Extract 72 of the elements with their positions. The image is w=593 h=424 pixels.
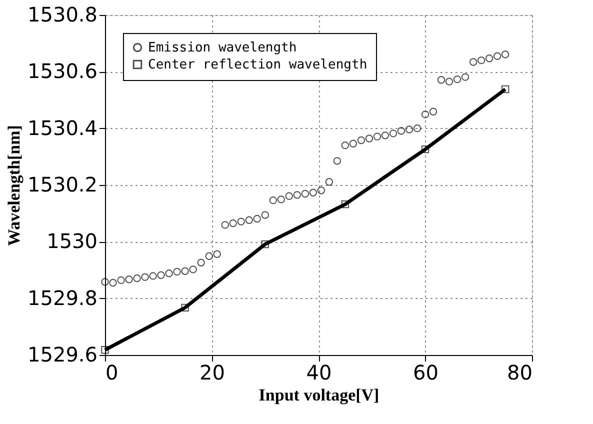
point [101,278,109,286]
point [357,136,366,144]
point [469,58,478,66]
point [165,270,173,278]
point [309,188,318,196]
point [285,192,293,200]
point [341,141,350,150]
y-tick-label: 1530.2 [28,172,98,196]
x-tick-label: 20 [200,360,225,384]
point [157,271,165,279]
point [389,130,398,138]
point [237,218,245,226]
point [445,78,454,86]
point [197,258,205,266]
point [301,190,310,198]
y-axis-title: Wavelength[nm] [4,125,24,246]
y-tick-label: 1530.6 [28,59,98,84]
x-tick-label: 0 [106,360,118,384]
point [365,134,374,142]
point [269,196,277,204]
x-axis-title: Input voltage[V] [258,386,380,404]
point [421,110,430,118]
x-tick-label: 40 [306,360,332,384]
point [149,272,157,280]
point [453,75,462,84]
point [125,276,133,284]
point [261,240,269,248]
point [117,276,125,284]
point [405,126,414,134]
point [437,76,446,84]
point [181,267,189,275]
y-tick-label: 1530.8 [28,2,98,26]
point [501,85,510,94]
point [317,186,326,194]
point [141,273,149,281]
point [253,214,261,223]
point [349,140,358,148]
point [133,274,141,282]
point [485,54,494,62]
point [173,268,181,276]
point [221,221,229,229]
point [341,200,350,208]
point [181,304,189,312]
point [213,250,221,258]
legend-label: Emission wavelength [148,40,297,56]
y-tick-label: 1529.6 [28,342,98,366]
point [245,216,253,224]
x-tick-label: 80 [507,360,532,384]
point [293,191,302,199]
point [421,145,430,154]
point [381,132,390,140]
point [333,157,342,165]
point [261,211,269,219]
point [205,252,213,260]
point [429,108,438,116]
point [373,132,382,140]
point [109,278,117,287]
point [477,56,486,64]
point [229,219,237,228]
y-tick-label: 1530.4 [28,116,98,140]
point [501,50,510,58]
legend-label: Center reflection wavelength [148,58,368,72]
point [325,178,334,186]
point [397,127,406,135]
point [277,196,285,204]
point [189,266,197,274]
y-tick-label: 1529.8 [28,286,98,310]
y-tick-label: 1530 [46,229,98,254]
x-tick-label: 60 [413,360,438,384]
point [413,124,422,132]
point [493,52,502,60]
point [461,73,470,81]
